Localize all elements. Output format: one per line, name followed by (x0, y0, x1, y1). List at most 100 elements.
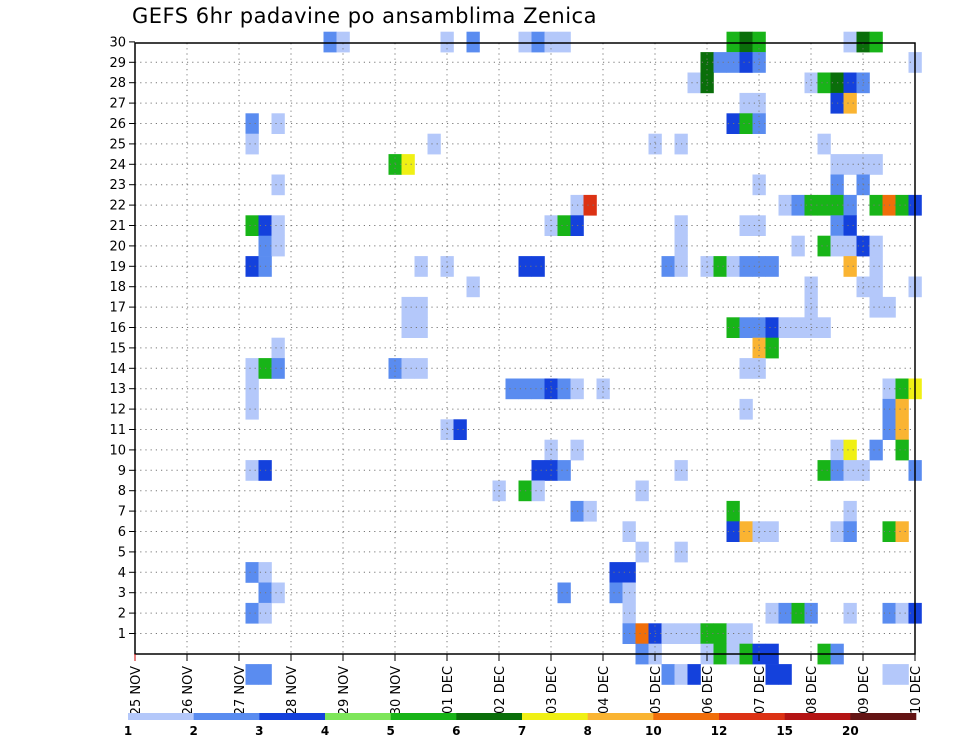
heatmap-cell (557, 460, 571, 481)
heatmap-cell (817, 194, 831, 216)
heatmap-cell (531, 256, 545, 277)
colorbar-swatch (850, 713, 917, 720)
y-tick-label: 9 (118, 464, 126, 479)
y-tick-label: 30 (109, 35, 126, 50)
y-tick-label: 24 (109, 158, 126, 173)
heatmap-cell (895, 439, 909, 461)
heatmap-cell (791, 317, 805, 338)
heatmap-cell (895, 419, 909, 440)
heatmap-cell (245, 460, 259, 481)
heatmap-cell (791, 602, 805, 624)
heatmap-cell (271, 337, 285, 359)
heatmap-cell (843, 154, 857, 175)
heatmap-cell (557, 31, 571, 53)
colorbar-swatch (653, 713, 720, 720)
y-tick-label: 4 (118, 566, 126, 581)
y-tick-label: 7 (118, 505, 126, 520)
y-axis: 1234567891011121314151617181920212223242… (109, 35, 135, 642)
heatmap-cell (271, 174, 285, 196)
heatmap-cell (739, 52, 753, 73)
heatmap-cell (895, 521, 909, 542)
y-tick-label: 14 (109, 362, 126, 377)
y-tick-label: 15 (109, 341, 126, 356)
heatmap-cell (531, 480, 545, 502)
heatmap-cell (245, 215, 259, 236)
heatmap-cell (869, 154, 883, 175)
heatmap-cell (869, 296, 883, 318)
heatmap-cells (245, 31, 922, 685)
colorbar-label: 10 (645, 724, 662, 738)
heatmap-cell (843, 72, 857, 94)
colorbar-label: 7 (518, 724, 526, 738)
x-tick-label: 02 DEC (493, 666, 508, 714)
heatmap-cell (440, 31, 454, 53)
heatmap-cell (557, 215, 571, 236)
y-tick-label: 20 (109, 239, 126, 254)
y-tick-label: 29 (109, 56, 126, 71)
heatmap-cell (401, 296, 415, 318)
x-tick-label: 05 DEC (649, 666, 664, 714)
heatmap-cell (843, 602, 857, 624)
x-tick-label: 10 DEC (909, 666, 924, 714)
y-tick-label: 28 (109, 76, 126, 91)
colorbar-swatch (784, 713, 851, 720)
heatmap-cell (817, 72, 831, 94)
heatmap-cell (245, 398, 259, 420)
heatmap-cell (843, 500, 857, 522)
x-tick-label: 28 NOV (285, 666, 300, 715)
x-tick-label: 30 NOV (389, 666, 404, 715)
y-tick-label: 19 (109, 260, 126, 275)
heatmap-cell (752, 31, 766, 53)
heatmap-cell (271, 235, 285, 257)
y-tick-label: 11 (109, 423, 126, 438)
heatmap-cell (557, 582, 571, 604)
heatmap-cell (245, 358, 259, 379)
heatmap-cell (817, 235, 831, 257)
y-tick-label: 26 (109, 117, 126, 132)
heatmap-cell (245, 602, 259, 624)
colorbar-label: 1 (124, 724, 132, 738)
heatmap-cell (739, 31, 753, 53)
heatmap-cell (323, 31, 337, 53)
heatmap-cell (739, 623, 753, 644)
heatmap-cell (869, 194, 883, 216)
heatmap-cell (739, 521, 753, 542)
heatmap-cell (713, 623, 727, 644)
heatmap-cell (817, 460, 831, 481)
x-tick-label: 27 NOV (233, 666, 248, 715)
x-axis: 25 NOV 26 NOV 27 NOV 28 NOV 29 NOV 30 NOV 01 D… (129, 654, 924, 715)
heatmap-cell (401, 154, 415, 175)
heatmap-cell (271, 582, 285, 604)
heatmap-cell (895, 664, 909, 685)
heatmap-cell (739, 398, 753, 420)
heatmap-cell (505, 378, 519, 400)
heatmap-cell (635, 480, 649, 502)
heatmap-cell (843, 521, 857, 542)
y-tick-label: 21 (109, 219, 126, 234)
heatmap-cell (895, 378, 909, 400)
heatmap-cell (765, 521, 779, 542)
heatmap-cell (882, 664, 896, 685)
x-tick-label: 26 NOV (181, 666, 196, 715)
y-tick-label: 27 (109, 97, 126, 112)
y-tick-label: 22 (109, 199, 126, 214)
y-tick-label: 16 (109, 321, 126, 336)
colorbar-swatch (456, 713, 523, 720)
x-tick-label: 06 DEC (701, 666, 716, 714)
heatmap-cell (869, 256, 883, 277)
heatmap-cell (271, 113, 285, 134)
heatmap-cell (791, 194, 805, 216)
heatmap-cell (843, 31, 857, 53)
y-tick-label: 3 (118, 586, 126, 601)
heatmap-cell (895, 194, 909, 216)
colorbar-swatch (128, 713, 194, 720)
heatmap-cell (843, 235, 857, 257)
heatmap-cell (817, 317, 831, 338)
heatmap-cell (258, 664, 272, 685)
heatmap-cell (674, 664, 688, 685)
colorbar-label: 2 (189, 724, 197, 738)
heatmap-cell (557, 378, 571, 400)
heatmap-cell (791, 235, 805, 257)
heatmap-cell (843, 256, 857, 277)
